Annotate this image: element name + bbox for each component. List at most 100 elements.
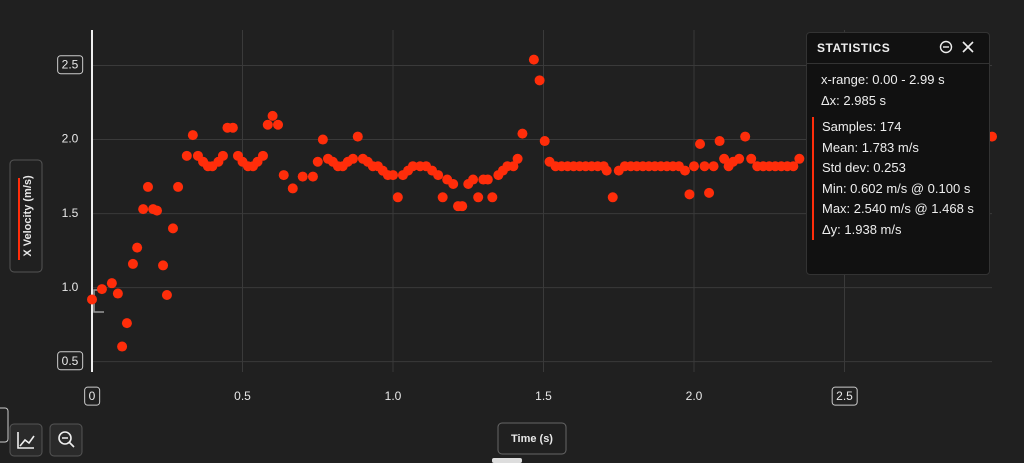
data-point: [746, 153, 757, 164]
data-point: [127, 258, 138, 269]
data-point: [457, 201, 468, 212]
statistics-panel: STATISTICS x-range: 0.00 - 2.99 s Δx: 2.9…: [806, 32, 990, 275]
tick-box: [831, 386, 858, 406]
data-point: [689, 161, 700, 172]
fit-icon: [17, 432, 35, 449]
data-point: [347, 153, 358, 164]
data-point: [161, 290, 172, 301]
data-point: [262, 119, 273, 130]
data-point: [719, 153, 730, 164]
data-point: [433, 170, 444, 181]
x-tick-label: 1.0: [385, 389, 402, 403]
y-tick-label: 0.5: [62, 354, 79, 368]
data-point: [714, 136, 725, 147]
y-label-box: [9, 159, 43, 273]
scroll-handle[interactable]: [492, 458, 522, 463]
data-point: [734, 153, 745, 164]
data-point: [699, 161, 710, 172]
edge-button[interactable]: [0, 407, 9, 443]
stat-line: Δx: 2.985 s: [821, 92, 887, 108]
data-point: [132, 242, 143, 253]
data-point: [788, 161, 799, 172]
data-point: [297, 171, 308, 182]
data-point: [684, 189, 695, 200]
stats-icons[interactable]: [939, 40, 979, 54]
data-point: [740, 131, 751, 142]
range-group: x-range: 0.00 - 2.99 s Δx: 2.985 s: [807, 64, 989, 117]
data-point: [487, 192, 498, 203]
data-point: [142, 181, 153, 192]
data-point: [312, 156, 323, 167]
tick-box: [84, 386, 101, 406]
data-point: [167, 223, 178, 234]
y-tick-label: 2.5: [62, 58, 79, 72]
data-point: [158, 260, 169, 271]
tick-box: [57, 55, 84, 75]
data-point: [448, 178, 459, 189]
data-point: [307, 171, 318, 182]
data-point: [173, 181, 184, 192]
data-point: [352, 131, 363, 142]
data-point: [528, 54, 539, 65]
data-point: [287, 183, 298, 194]
data-point: [407, 161, 418, 172]
x-tick-label: 2.0: [686, 389, 703, 403]
stats-group: Samples: 174 Mean: 1.783 m/s Std dev: 0.25…: [812, 117, 989, 240]
zoom-icon: [58, 431, 72, 445]
stat-line: x-range: 0.00 - 2.99 s: [821, 72, 945, 87]
tick-box: [57, 351, 84, 371]
data-point: [512, 153, 523, 164]
stat-line: Mean: 1.783 m/s: [822, 139, 919, 155]
data-point: [96, 284, 107, 295]
x-tick-label: 0: [89, 389, 96, 403]
stat-line: Std dev: 0.253: [822, 160, 906, 175]
data-point: [794, 153, 805, 164]
data-point: [257, 150, 268, 161]
x-label-box[interactable]: [497, 422, 567, 455]
x-axis-label: Time (s): [511, 433, 553, 445]
y-tick-label: 2.0: [62, 132, 79, 146]
zoom-icon-handle: [62, 437, 75, 448]
data-point: [388, 170, 399, 181]
data-point: [278, 170, 289, 181]
stats-title: STATISTICS: [817, 41, 891, 55]
data-point: [473, 192, 484, 203]
data-point: [534, 75, 545, 86]
data-point: [117, 341, 128, 352]
data-point: [317, 134, 328, 145]
data-point: [539, 136, 550, 147]
data-point: [121, 318, 132, 329]
zoom-button[interactable]: [49, 423, 83, 457]
data-point: [607, 192, 618, 203]
data-point: [679, 165, 690, 176]
collapse-icon[interactable]: [939, 40, 953, 53]
stat-line: Min: 0.602 m/s @ 0.100 s: [822, 180, 971, 196]
y-tick-label: 1.0: [62, 280, 79, 294]
stats-controls: [939, 40, 979, 57]
data-point: [152, 205, 163, 216]
x-tick-label: 1.5: [535, 389, 552, 403]
data-point: [704, 187, 715, 198]
stats-header: STATISTICS: [807, 33, 989, 64]
y-axis-label: X Velocity (m/s): [22, 175, 34, 257]
data-point: [482, 174, 493, 185]
stat-line: Max: 2.540 m/s @ 1.468 s: [822, 201, 974, 216]
data-point: [392, 192, 403, 203]
data-point: [517, 128, 528, 139]
data-point: [437, 192, 448, 203]
data-point: [708, 161, 719, 172]
stat-line: Samples: 174: [822, 119, 902, 134]
stat-line: Δy: 1.938 m/s: [822, 221, 902, 237]
close-icon[interactable]: [962, 40, 974, 53]
data-point: [267, 110, 278, 121]
x-tick-label: 0.5: [234, 389, 251, 403]
data-point: [227, 122, 238, 133]
data-point: [273, 119, 284, 130]
x-tick-label: 2.5: [836, 389, 853, 403]
data-point: [106, 278, 117, 289]
data-point: [695, 139, 706, 149]
data-point: [468, 174, 479, 185]
data-point: [87, 294, 97, 305]
